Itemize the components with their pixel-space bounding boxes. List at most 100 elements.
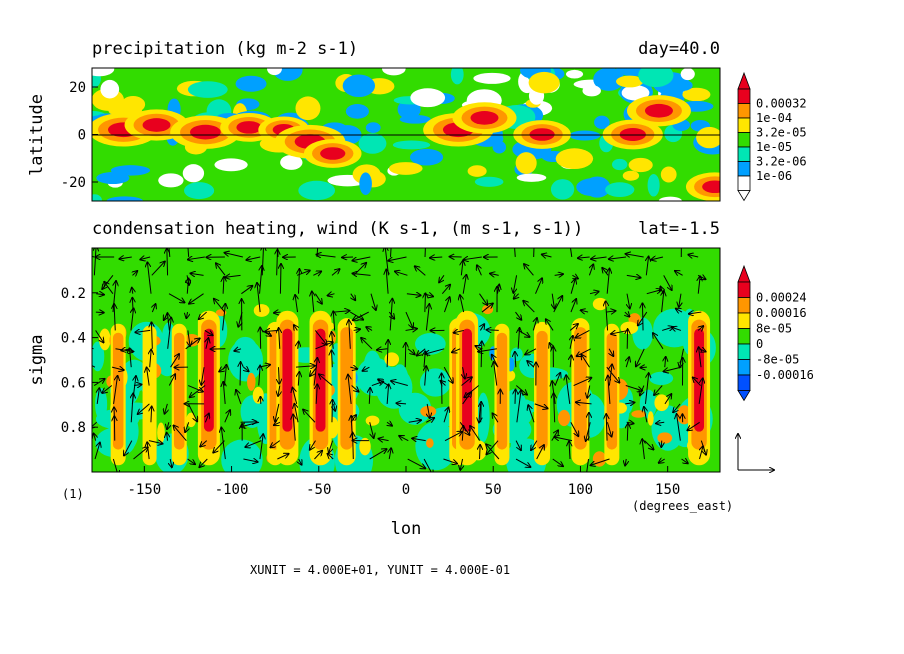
wind-vector xyxy=(518,328,519,349)
wind-vector xyxy=(386,270,388,294)
precip-cell xyxy=(492,140,507,154)
wind-vector xyxy=(138,403,150,414)
precip-cell xyxy=(214,158,248,172)
wind-vector xyxy=(425,293,426,313)
wind-vector xyxy=(332,400,333,423)
heating-column-core xyxy=(462,328,473,432)
wind-vector xyxy=(493,413,499,423)
wind-vector xyxy=(646,257,648,276)
wind-vector xyxy=(486,440,499,455)
wind-vector xyxy=(515,352,516,368)
precip-cell xyxy=(182,164,205,183)
wind-vector xyxy=(576,329,590,337)
heating-x-tick-label: -100 xyxy=(215,482,249,498)
heating-column-core xyxy=(282,328,293,432)
heating-cell xyxy=(247,372,256,391)
heating-column-outer xyxy=(142,325,157,466)
wind-vector xyxy=(270,440,281,448)
precip-title: precipitation (kg m-2 s-1) xyxy=(92,39,358,59)
wind-vector xyxy=(151,322,152,349)
wind-vector xyxy=(187,248,190,257)
wind-vector xyxy=(377,349,388,350)
wind-vector xyxy=(460,458,462,470)
precip-cell xyxy=(628,157,653,173)
heating-column-mid xyxy=(340,327,353,450)
wind-vector xyxy=(92,365,96,368)
wind-vector xyxy=(443,366,453,383)
wind-vector xyxy=(480,445,481,460)
wind-vector xyxy=(294,404,299,423)
wind-vector xyxy=(147,368,150,386)
precip-cell xyxy=(582,85,601,97)
wind-vector xyxy=(168,293,185,303)
wind-vector xyxy=(353,329,360,330)
wind-vector xyxy=(698,276,700,294)
wind-vector xyxy=(487,330,499,331)
heating-cell xyxy=(391,364,409,397)
wind-vector xyxy=(587,385,590,398)
wind-vector xyxy=(553,296,563,313)
heating-column-mid xyxy=(496,332,508,450)
wind-vector xyxy=(687,421,700,430)
wind-vector xyxy=(278,385,280,396)
wind-vector xyxy=(369,449,387,460)
wind-vector xyxy=(651,257,664,260)
wind-vector xyxy=(245,440,262,447)
wind-vector xyxy=(589,264,593,276)
wind-vectors xyxy=(92,248,706,472)
heating-cell xyxy=(92,341,105,372)
precip-cell xyxy=(121,96,146,113)
wind-vector xyxy=(186,311,187,318)
precip-cell xyxy=(382,68,406,76)
colorbar-top-cap xyxy=(737,71,751,90)
wind-vector xyxy=(640,385,644,396)
wind-vector xyxy=(170,354,179,368)
heating-x-ticks: -150 -100 -50 0 50 100 150 xyxy=(127,466,680,498)
precip-cell xyxy=(555,148,594,170)
wind-vector xyxy=(531,440,538,450)
wind-vector xyxy=(199,458,208,467)
precip-cell xyxy=(280,154,303,170)
wind-vector xyxy=(399,436,409,442)
precip-cell xyxy=(515,152,537,174)
wind-vector xyxy=(591,257,607,259)
precip-cell xyxy=(345,104,369,119)
precip-cell xyxy=(660,166,677,183)
wind-vector xyxy=(132,271,137,275)
wind-vector xyxy=(332,350,333,368)
wind-vector xyxy=(425,348,445,354)
precip-cell xyxy=(106,196,143,201)
wind-vector xyxy=(430,257,443,258)
wind-vector xyxy=(570,299,576,313)
wind-vector xyxy=(299,458,302,465)
precip-y-ticks: 20 0 -20 xyxy=(61,80,98,191)
colorbar-label: 8e-05 xyxy=(756,322,792,336)
heating-cell xyxy=(359,437,371,456)
wind-vector xyxy=(644,373,648,404)
precip-cell xyxy=(298,180,336,201)
precip-cell xyxy=(96,172,130,185)
wind-vector xyxy=(92,421,98,428)
precip-cell xyxy=(158,173,184,188)
colorbar-segment xyxy=(737,175,751,191)
wind-vector xyxy=(494,362,497,386)
wind-vector xyxy=(391,381,408,387)
wind-vector xyxy=(206,338,209,349)
heating-cell xyxy=(252,386,264,404)
precip-cell xyxy=(100,79,120,99)
wind-vector xyxy=(646,290,661,295)
wind-vector xyxy=(147,442,149,460)
wind-vector xyxy=(665,357,666,368)
wind-vector xyxy=(334,403,336,411)
wind-vector xyxy=(316,384,317,404)
wind-vector xyxy=(303,410,316,423)
wind-vector xyxy=(608,376,610,404)
heating-y-ticks: 0.2 0.4 0.6 0.8 xyxy=(61,286,98,436)
wind-vector xyxy=(427,403,429,418)
wind-vector xyxy=(443,458,457,464)
wind-vector xyxy=(314,451,322,460)
heating-cell xyxy=(415,333,446,355)
wind-vector xyxy=(460,295,465,313)
wind-vector xyxy=(490,274,499,276)
wind-vector xyxy=(536,445,544,460)
